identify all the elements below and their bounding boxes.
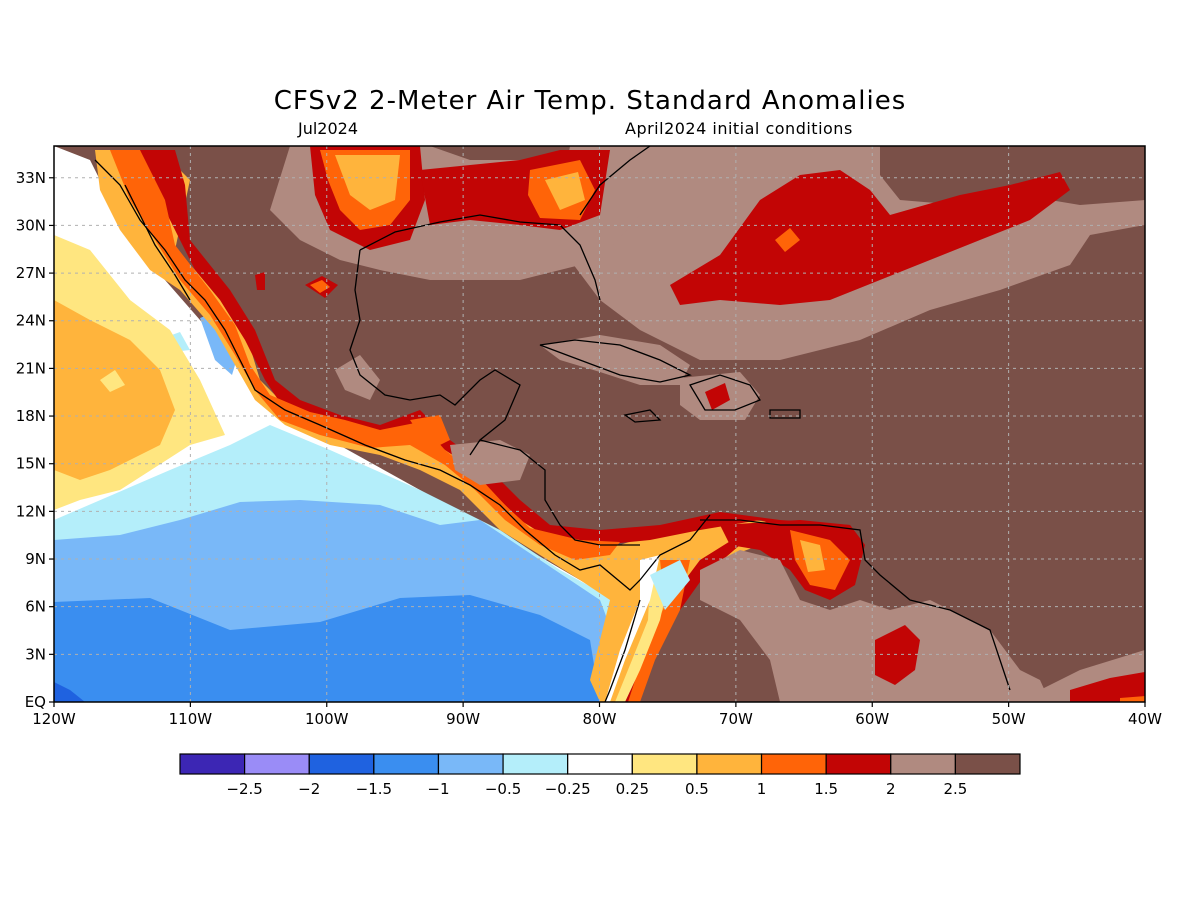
map-title: CFSv2 2-Meter Air Temp. Standard Anomali… xyxy=(273,86,907,116)
honduras-rose xyxy=(450,440,530,485)
colorbar-swatch xyxy=(244,753,310,775)
lat-label: 3N xyxy=(25,645,46,663)
guiana-red xyxy=(875,625,920,685)
coastline-hispaniola xyxy=(689,374,761,411)
colorbar-label: 0.5 xyxy=(685,780,709,798)
lat-label: 18N xyxy=(16,407,46,425)
venezuela-yellow xyxy=(800,540,825,572)
cuba-rose xyxy=(540,335,690,385)
colorbar-swatch xyxy=(437,753,504,775)
lon-label: 60W xyxy=(855,710,889,728)
lon-label: 90W xyxy=(446,710,480,728)
lat-label: 15N xyxy=(16,455,46,473)
lat-label: 6N xyxy=(25,598,46,616)
lat-label: 9N xyxy=(25,550,46,568)
colorbar-label: −2 xyxy=(298,780,320,798)
lon-label: 80W xyxy=(583,710,617,728)
baja-blue-patch xyxy=(200,312,238,375)
colorbar-label: −2.5 xyxy=(226,780,262,798)
sierra-red-dot xyxy=(255,272,265,290)
south-america-rose xyxy=(700,550,1050,702)
yucatan-rose xyxy=(335,355,380,400)
colorbar-swatch xyxy=(825,753,892,775)
colorbar-label: 1 xyxy=(757,780,767,798)
coastline xyxy=(94,146,1011,702)
mexico-orange-dot xyxy=(310,280,330,293)
coastline-colombia-pacific xyxy=(604,599,641,702)
atlantic-red-band xyxy=(670,170,1070,305)
coastline-gulf xyxy=(349,249,521,456)
colorbar-label: −0.5 xyxy=(485,780,521,798)
coastline-south-america-north xyxy=(700,519,1011,691)
map-axes: EQ 3N 6N 9N 12N 15N 18N 21N 24N 27N 30N 33N 120W 110W… xyxy=(16,169,1162,728)
pacific-warm-yellow-inner xyxy=(100,370,125,392)
se-us-yellow xyxy=(545,172,585,210)
atlantic-orange-dot xyxy=(775,228,800,252)
colorbar-label: −1 xyxy=(427,780,449,798)
map-gridlines xyxy=(54,146,1145,702)
lon-label: 110W xyxy=(169,710,213,728)
colorbar-swatch xyxy=(308,753,375,775)
anomaly-field xyxy=(54,146,1145,702)
hispaniola-red xyxy=(705,383,730,410)
lon-label: 120W xyxy=(32,710,76,728)
colorbar-swatch xyxy=(567,753,633,775)
coastline-us-gulf xyxy=(359,214,601,301)
central-america-orange xyxy=(410,415,450,450)
coastline-central-america-carib xyxy=(479,439,640,546)
colorbar-swatch xyxy=(631,753,698,775)
colorbar-label: 1.5 xyxy=(814,780,838,798)
lat-label: 21N xyxy=(16,359,46,377)
lon-label: 40W xyxy=(1128,710,1162,728)
colorbar-swatch xyxy=(179,753,246,775)
colombia-cyan xyxy=(650,560,690,610)
texas-yellow xyxy=(335,155,400,210)
pacific-warm-orange xyxy=(54,300,175,480)
colorbar-label: −0.25 xyxy=(545,780,591,798)
lon-label: 70W xyxy=(719,710,753,728)
colorbar-swatch xyxy=(890,753,956,775)
colorbar-label: 0.25 xyxy=(616,780,649,798)
coastline-puerto-rico xyxy=(769,409,801,419)
coastline-jamaica xyxy=(623,409,662,423)
atlantic-sw-orange xyxy=(1120,696,1145,702)
coastline-us-atlantic xyxy=(579,146,651,216)
pacific-blue-zone xyxy=(54,595,600,702)
lon-label: 50W xyxy=(992,710,1026,728)
colorbar-swatch xyxy=(373,753,440,775)
pacific-darkblue-zone xyxy=(54,682,85,702)
coastline-cuba xyxy=(539,339,692,383)
colorbar-label: 2 xyxy=(886,780,896,798)
colorbar: −2.5 −2 −1.5 −1 −0.5 −0.25 0.25 0.5 1 1.5 2 2.5 xyxy=(179,753,1021,798)
colorbar-swatch xyxy=(696,753,763,775)
atlantic-brown-inset xyxy=(880,146,1145,205)
lat-label: 27N xyxy=(16,264,46,282)
lat-label: EQ xyxy=(25,693,46,711)
colorbar-label: 2.5 xyxy=(943,780,967,798)
coastline-pacific-mexico xyxy=(94,159,711,591)
lat-label: 24N xyxy=(16,312,46,330)
lat-label: 30N xyxy=(16,216,46,234)
colorbar-label: −1.5 xyxy=(356,780,392,798)
colorbar-swatch xyxy=(954,753,1021,775)
atlantic-sw-red xyxy=(1070,672,1145,702)
lon-label: 100W xyxy=(305,710,349,728)
colorbar-swatch xyxy=(760,753,827,775)
lat-label: 12N xyxy=(16,502,46,520)
colorbar-swatch xyxy=(502,753,569,775)
coastline-baja xyxy=(124,184,191,301)
lat-label: 33N xyxy=(16,169,46,187)
forecast-month: Jul2024 xyxy=(298,119,359,138)
initial-conditions: April2024 initial conditions xyxy=(625,119,853,138)
